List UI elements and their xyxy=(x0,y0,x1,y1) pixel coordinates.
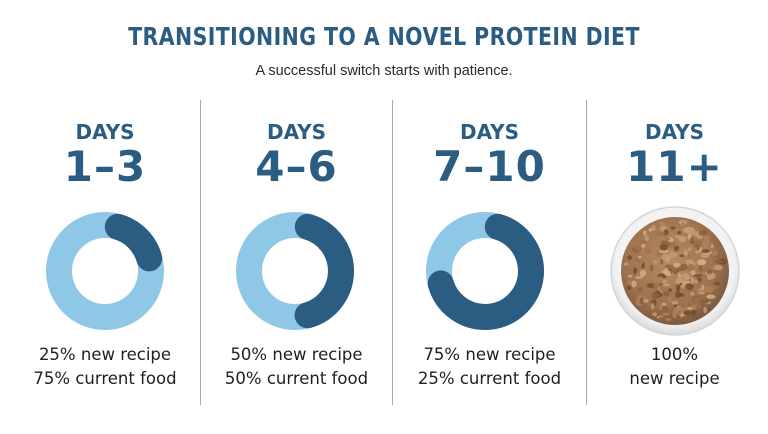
caption-line-current: 25% current food xyxy=(417,369,562,388)
stage-range: 7–10 xyxy=(433,142,546,191)
caption-line-new: 50% new recipe xyxy=(230,345,363,364)
donut-progress xyxy=(236,212,354,330)
caption-line-current: new recipe xyxy=(629,369,720,388)
stage-label: DAYS xyxy=(266,120,327,144)
stage-label: DAYS xyxy=(75,120,135,144)
stage-range: 1–3 xyxy=(63,142,147,191)
caption-line-new: 25% new recipe xyxy=(38,345,172,364)
stage-range: 11+ xyxy=(626,142,723,191)
caption-line-new: 100% xyxy=(650,345,699,364)
caption-line-new: 75% new recipe xyxy=(423,345,556,364)
stage-days-4-6: DAYS 4–6 50% new recipe 50% current food xyxy=(201,100,392,405)
page-title: TRANSITIONING TO A NOVEL PROTEIN DIET xyxy=(128,22,640,51)
column-divider xyxy=(200,100,201,405)
caption-line-current: 75% current food xyxy=(33,369,177,388)
donut-chart xyxy=(426,212,544,330)
column-divider xyxy=(392,100,393,405)
stage-days-1-3: DAYS 1–3 25% new recipe 75% current food xyxy=(10,100,200,405)
stage-range: 4–6 xyxy=(255,142,338,191)
donut-progress xyxy=(46,212,164,330)
stage-days-7-10: DAYS 7–10 75% new recipe 25% current foo… xyxy=(393,100,586,405)
stage-caption: 50% new recipe 50% current food xyxy=(201,343,392,391)
column-divider xyxy=(586,100,587,405)
stage-caption: 100% new recipe xyxy=(587,343,762,391)
donut-chart xyxy=(46,212,164,330)
donut-chart xyxy=(236,212,354,330)
stage-days-11-plus: DAYS 11+ 100% new recipe xyxy=(587,100,762,405)
stage-caption: 25% new recipe 75% current food xyxy=(10,343,200,391)
stage-label: DAYS xyxy=(644,120,705,144)
donut-progress xyxy=(426,212,544,330)
stage-caption: 75% new recipe 25% current food xyxy=(393,343,586,391)
caption-line-current: 50% current food xyxy=(224,369,369,388)
page-subtitle: A successful switch starts with patience… xyxy=(255,63,513,79)
food-bowl-icon xyxy=(610,206,740,336)
stage-label: DAYS xyxy=(459,120,520,144)
